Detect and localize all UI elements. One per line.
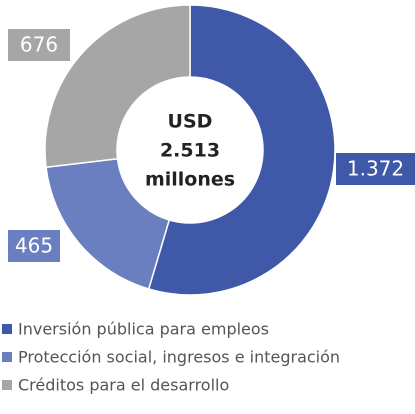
donut-slice [44,4,191,169]
data-label: 676 [20,33,58,57]
donut-slice [147,4,336,296]
legend-swatch [2,324,12,334]
legend-swatch [2,380,12,390]
legend-swatch [2,352,12,362]
legend-label: Créditos para el desarrollo [18,376,229,395]
legend-label: Inversión pública para empleos [18,320,269,339]
label-box [8,29,70,61]
data-label: 1.372 [347,157,404,181]
label-box [336,153,415,185]
donut-slice [45,157,171,290]
center-label: millones [145,169,235,191]
center-label: 2.513 [160,140,220,162]
data-label: 465 [15,234,53,258]
center-label: USD [168,111,213,133]
label-box [8,230,60,262]
legend-label: Protección social, ingresos e integració… [18,348,340,367]
